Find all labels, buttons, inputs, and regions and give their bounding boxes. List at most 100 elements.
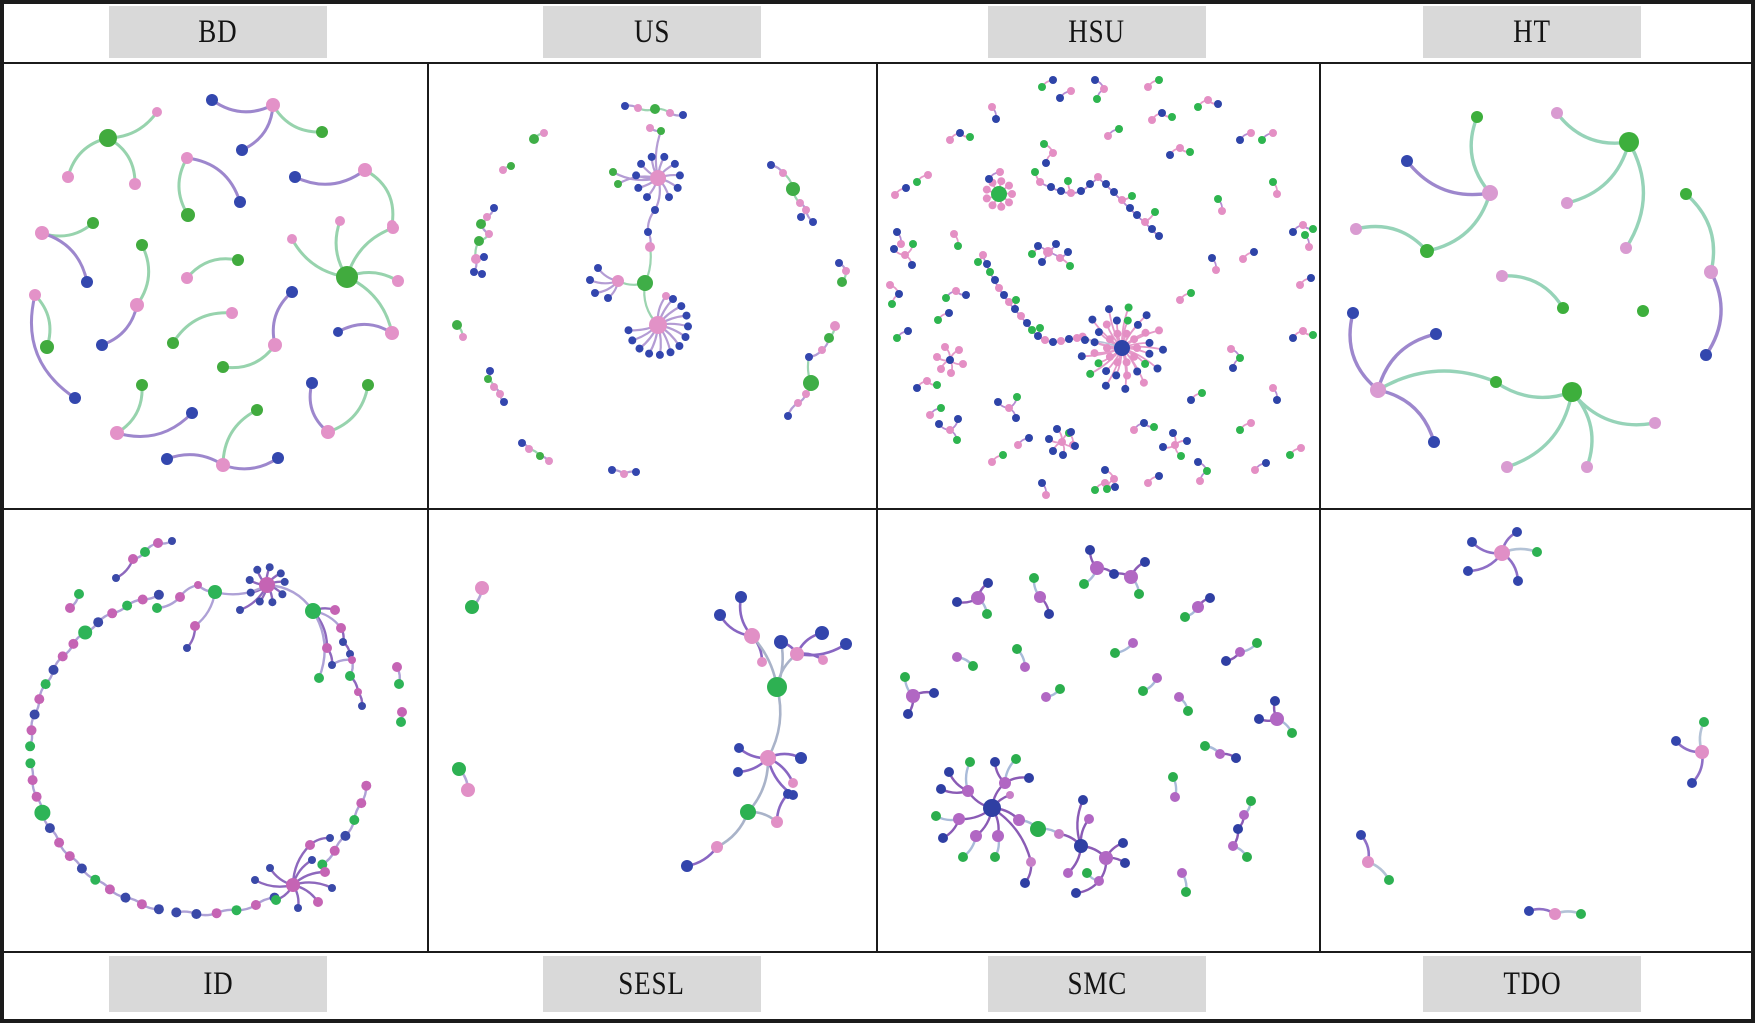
network-node (1273, 190, 1281, 198)
network-node (250, 900, 261, 910)
network-node (1140, 557, 1150, 567)
network-node (231, 905, 242, 916)
network-node (888, 300, 896, 308)
network-node (635, 344, 644, 353)
network-node (779, 169, 787, 177)
network-node (471, 254, 481, 264)
network-node (1187, 396, 1195, 404)
panel-ht-nodes (1347, 107, 1718, 473)
network-node (470, 268, 478, 276)
network-node (809, 218, 817, 226)
network-node (305, 603, 321, 619)
network-node (486, 367, 494, 375)
network-node (675, 171, 684, 180)
network-node (1148, 116, 1156, 124)
network-edge (177, 156, 190, 217)
network-node (396, 717, 406, 727)
network-node (1133, 211, 1141, 219)
network-node (452, 320, 462, 330)
network-node (191, 909, 202, 919)
network-node (1194, 458, 1202, 466)
network-node (934, 316, 942, 324)
network-node (991, 186, 1007, 202)
network-node (1227, 345, 1235, 353)
network-node (136, 899, 147, 910)
panel-tdo-nodes (1356, 527, 1709, 920)
network-node (944, 767, 954, 777)
network-node (933, 381, 941, 389)
network-node (1056, 94, 1064, 102)
network-node (655, 350, 664, 359)
network-node (1103, 485, 1111, 493)
network-node (1064, 177, 1072, 185)
network-node (1049, 338, 1057, 346)
network-node (1124, 303, 1133, 312)
network-node (1111, 483, 1119, 491)
network-node (112, 574, 120, 582)
network-node (253, 565, 262, 574)
network-node (994, 398, 1002, 406)
network-node (714, 609, 726, 621)
network-node (206, 94, 218, 106)
network-node (236, 144, 248, 156)
network-node (35, 226, 49, 240)
network-node (161, 453, 173, 465)
network-node (278, 590, 287, 599)
network-node (891, 191, 899, 199)
network-node (1218, 207, 1226, 215)
network-node (1176, 144, 1184, 152)
network-node (1247, 419, 1255, 427)
network-node (1049, 447, 1057, 455)
network-node (31, 791, 42, 802)
network-node (1246, 796, 1256, 806)
network-node (130, 298, 144, 312)
network-node (1005, 404, 1013, 412)
network-node (1052, 240, 1060, 248)
network-node (1221, 656, 1231, 666)
network-node (952, 597, 962, 607)
network-node (1038, 479, 1046, 487)
network-node (1695, 745, 1709, 759)
network-node (1183, 437, 1191, 445)
network-node (983, 799, 1001, 817)
network-node (1110, 475, 1118, 483)
network-node (1012, 296, 1020, 304)
network-node (1104, 132, 1112, 140)
panel-hsu-graph (886, 76, 1317, 499)
network-node (1704, 265, 1718, 279)
network-node (999, 451, 1007, 459)
network-node (1103, 344, 1111, 352)
network-node (1287, 728, 1297, 738)
network-node (1115, 125, 1123, 133)
network-node (1036, 324, 1044, 332)
network-node (784, 412, 792, 420)
network-node (1071, 888, 1081, 898)
network-edge (33, 293, 52, 349)
network-node (44, 823, 55, 834)
network-node (1058, 438, 1066, 446)
network-node (621, 102, 629, 110)
network-node (183, 644, 191, 652)
network-node (1169, 429, 1177, 437)
network-node (87, 217, 99, 229)
network-node (1071, 442, 1079, 450)
network-node (1028, 250, 1036, 258)
network-edge (115, 411, 194, 438)
network-node (1145, 349, 1154, 358)
network-node (1066, 262, 1074, 270)
network-node (266, 864, 274, 872)
network-node (1105, 352, 1114, 361)
network-node (815, 626, 829, 640)
network-node (153, 538, 163, 548)
network-node (29, 709, 40, 720)
network-node (1177, 452, 1185, 460)
network-node (74, 589, 84, 599)
network-node (1041, 692, 1051, 702)
network-node (1687, 778, 1697, 788)
network-node (545, 457, 553, 465)
panel-tdo-graph (1356, 527, 1709, 920)
network-node (483, 213, 491, 221)
panel-label-bd: BD (109, 6, 327, 58)
network-node (1029, 573, 1039, 583)
